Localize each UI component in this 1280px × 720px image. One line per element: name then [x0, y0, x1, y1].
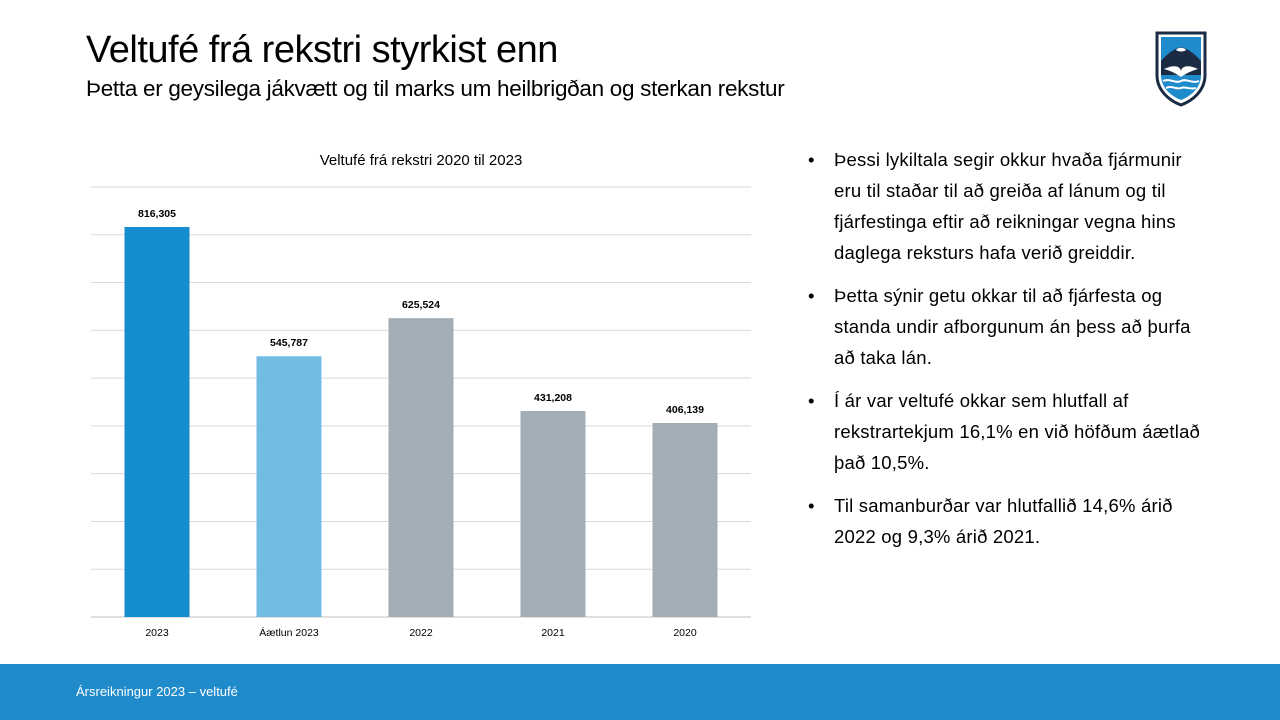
- data-label: 545,787: [270, 337, 308, 349]
- data-label: 431,208: [534, 392, 572, 404]
- page-subtitle: Þetta er geysilega jákvætt og til marks …: [86, 76, 785, 101]
- x-tick-label: 2021: [541, 627, 565, 639]
- bullet-text: Þetta sýnir getu okkar til að fjárfesta …: [834, 285, 1191, 368]
- data-label: 406,139: [666, 404, 704, 416]
- bullet-text: Til samanburðar var hlutfallið 14,6% ári…: [834, 495, 1173, 547]
- footer-bar: Ársreikningur 2023 – veltufé: [0, 664, 1280, 720]
- bullet-dot: •: [808, 390, 815, 411]
- x-tick-label: 2020: [673, 627, 697, 639]
- bullet-text: Þessi lykiltala segir okkur hvaða fjármu…: [834, 149, 1182, 263]
- data-label: 625,524: [402, 299, 440, 311]
- x-tick-label: 2022: [409, 627, 433, 639]
- bullet-dot: •: [808, 285, 815, 306]
- bullet-dot: •: [808, 495, 815, 516]
- page-title: Veltufé frá rekstri styrkist enn: [86, 29, 558, 71]
- bullet-text: Í ár var veltufé okkar sem hlutfall af r…: [834, 390, 1201, 473]
- bar: [256, 356, 322, 617]
- chart: Veltufé frá rekstri 2020 til 2023 816,30…: [86, 140, 756, 650]
- x-tick-label: Áætlun 2023: [259, 626, 319, 639]
- bullet-item: • Þessi lykiltala segir okkur hvaða fjárm…: [808, 144, 1203, 268]
- bullet-item: • Til samanburðar var hlutfallið 14,6% ár…: [808, 490, 1203, 552]
- bullet-dot: •: [808, 149, 815, 170]
- bullet-item: • Þetta sýnir getu okkar til að fjárfesta…: [808, 280, 1203, 373]
- bar-chart: Veltufé frá rekstri 2020 til 2023 816,30…: [91, 152, 751, 639]
- data-label: 816,305: [138, 208, 176, 220]
- bar: [388, 318, 454, 617]
- bar: [520, 410, 586, 617]
- chart-title: Veltufé frá rekstri 2020 til 2023: [320, 152, 523, 169]
- x-tick-label: 2023: [145, 627, 169, 639]
- footer-text: Ársreikningur 2023 – veltufé: [76, 684, 238, 699]
- bar: [652, 422, 718, 617]
- data-labels: 816,305 545,787 625,524 431,208 406,139: [138, 208, 704, 416]
- bullet-list: • Þessi lykiltala segir okkur hvaða fjárm…: [808, 144, 1203, 564]
- bullet-item: • Í ár var veltufé okkar sem hlutfall af …: [808, 385, 1203, 478]
- x-axis-ticks: 2023 Áætlun 2023 2022 2021 2020: [145, 626, 697, 639]
- bar: [124, 226, 190, 617]
- coat-of-arms-icon: [1154, 31, 1208, 107]
- bars: [124, 226, 718, 617]
